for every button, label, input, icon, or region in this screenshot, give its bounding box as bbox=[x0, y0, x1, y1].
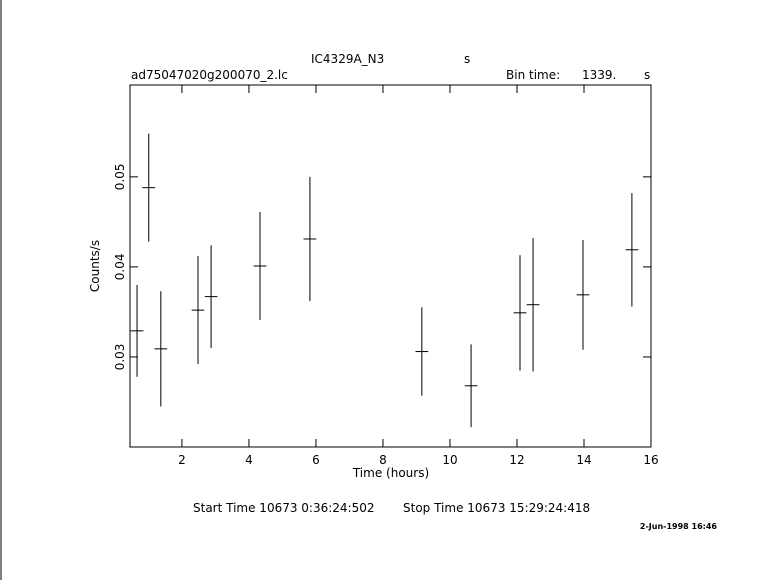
y-tick-label: 0.04 bbox=[113, 254, 127, 281]
file-name: ad75047020g200070_2.lc bbox=[131, 68, 288, 82]
plot-frame bbox=[129, 84, 652, 448]
y-tick-label: 0.05 bbox=[113, 163, 127, 190]
y-tick-label: 0.03 bbox=[113, 344, 127, 371]
x-tick-label: 16 bbox=[643, 453, 658, 467]
x-tick-label: 10 bbox=[442, 453, 457, 467]
x-tick-label: 12 bbox=[509, 453, 524, 467]
x-tick-label: 6 bbox=[312, 453, 320, 467]
bin-time-label: Bin time: bbox=[506, 68, 560, 82]
date-stamp: 2-Jun-1998 16:46 bbox=[640, 522, 718, 531]
x-tick-label: 2 bbox=[178, 453, 186, 467]
chart-title: IC4329A_N3 bbox=[311, 52, 384, 66]
start-time: Start Time 10673 0:36:24:502 bbox=[193, 501, 375, 515]
x-tick-label: 14 bbox=[576, 453, 591, 467]
x-axis-label: Time (hours) bbox=[352, 466, 429, 480]
title-unit: s bbox=[464, 52, 470, 66]
x-tick-label: 4 bbox=[245, 453, 253, 467]
y-axis-label: Counts/s bbox=[88, 240, 102, 292]
x-tick-label: 8 bbox=[379, 453, 387, 467]
bin-time: 1339. bbox=[582, 68, 616, 82]
bin-time-unit: s bbox=[644, 68, 650, 82]
stop-time: Stop Time 10673 15:29:24:418 bbox=[403, 501, 590, 515]
